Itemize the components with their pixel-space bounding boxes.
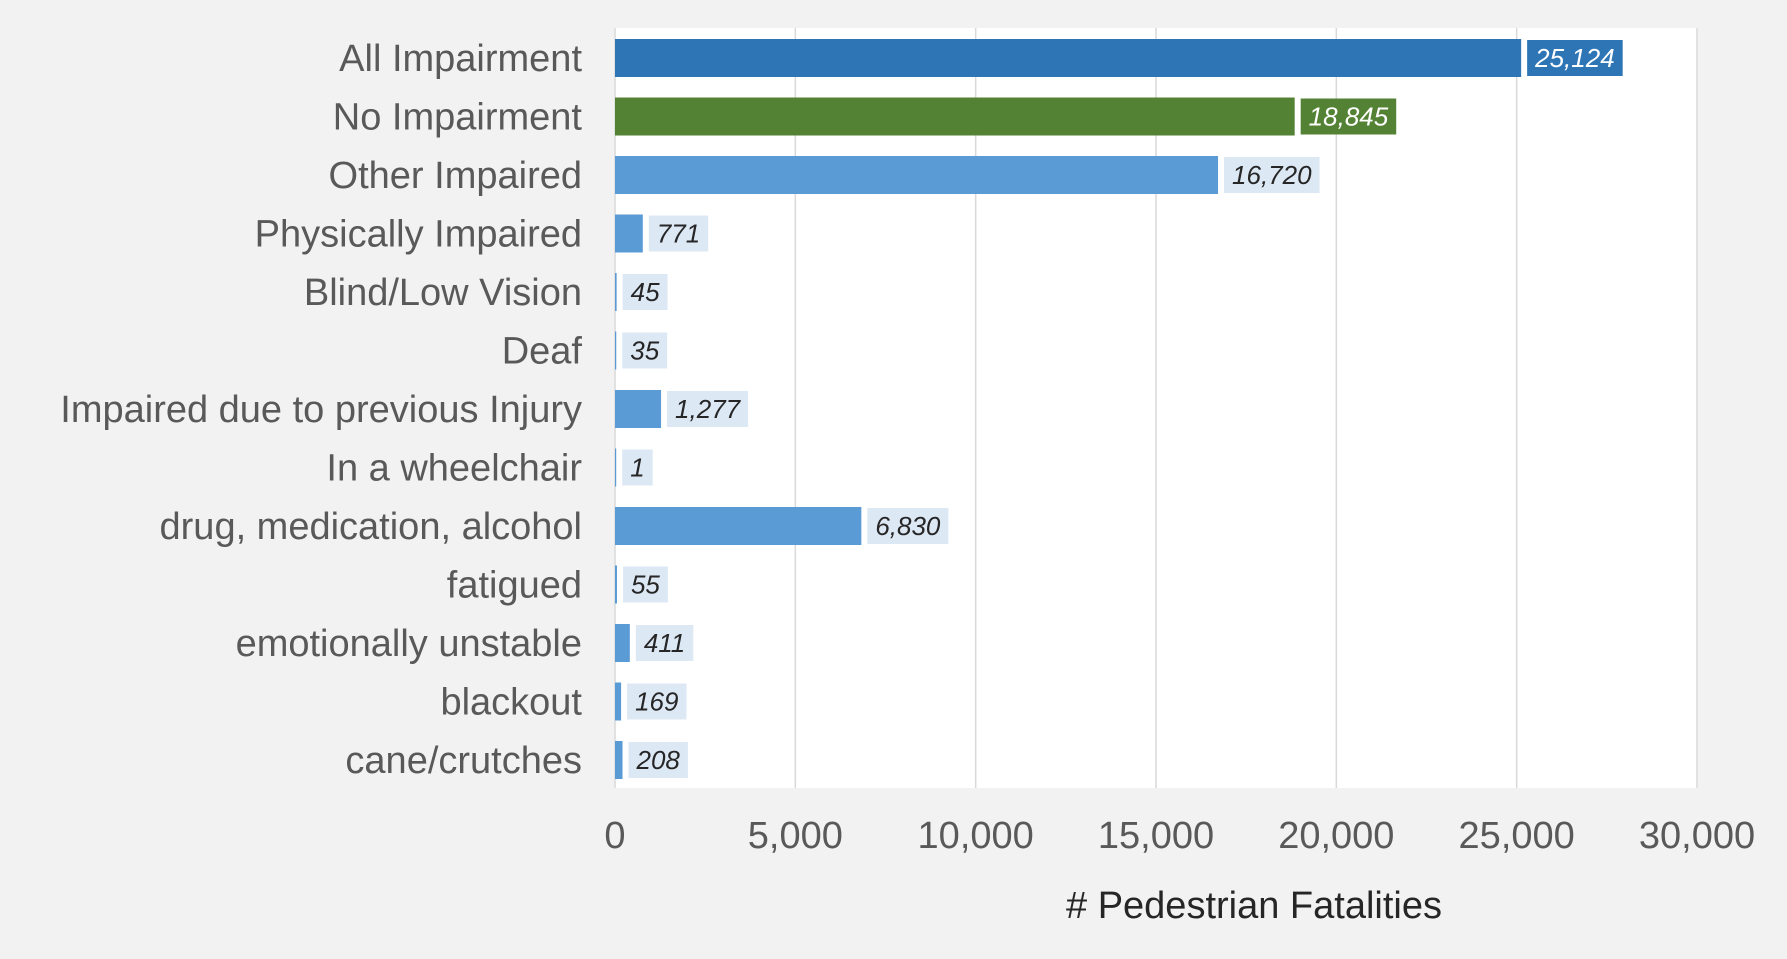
x-tick-label-0: 0 bbox=[604, 815, 625, 857]
data-label-box-blackout bbox=[627, 683, 687, 720]
data-label-box-no-impairment bbox=[1300, 98, 1397, 135]
data-label-cane-crutches: 208 bbox=[636, 745, 681, 775]
data-label-box-physically-impaired bbox=[648, 215, 709, 252]
category-label-deaf: Deaf bbox=[502, 331, 583, 373]
data-label-no-impairment: 18,845 bbox=[1309, 102, 1389, 132]
x-tick-label-1: 5,000 bbox=[748, 815, 843, 857]
data-label-fatigued: 55 bbox=[631, 570, 660, 600]
x-tick-labels: 0 5,000 10,000 15,000 20,000 25,000 30,000 bbox=[604, 815, 1755, 857]
data-labels: 25,124 18,845 16,720 771 45 35 1,277 1 6,830 55 41… bbox=[622, 40, 1623, 778]
bars bbox=[615, 39, 1522, 779]
data-label-other-impaired: 16,720 bbox=[1232, 160, 1312, 190]
data-label-box-fatigued bbox=[622, 566, 668, 603]
x-tick-label-3: 15,000 bbox=[1098, 815, 1214, 857]
x-axis-title: # Pedestrian Fatalities bbox=[1066, 885, 1442, 927]
category-label-physically-impaired: Physically Impaired bbox=[255, 214, 582, 256]
bar-in-a-wheelchair bbox=[615, 448, 617, 487]
category-label-cane-crutches: cane/crutches bbox=[345, 740, 582, 782]
data-label-blackout: 169 bbox=[635, 687, 678, 717]
x-tick-label-5: 25,000 bbox=[1459, 815, 1575, 857]
gridlines bbox=[614, 28, 1698, 788]
category-label-other-impaired: Other Impaired bbox=[329, 155, 582, 197]
data-label-box-drug-medication-alcohol bbox=[867, 508, 949, 544]
category-label-all-impairment: All Impairment bbox=[339, 38, 582, 80]
data-label-box-blind-low-vision bbox=[622, 274, 668, 310]
bar-cane-crutches bbox=[615, 741, 623, 779]
category-label-drug-medication-alcohol: drug, medication, alcohol bbox=[160, 506, 582, 548]
data-label-box-emotionally-unstable bbox=[635, 625, 694, 661]
bar-impaired-due-to-previous-injury bbox=[615, 390, 662, 428]
x-tick-label-4: 20,000 bbox=[1278, 815, 1394, 857]
category-labels: All Impairment No Impairment Other Impaire… bbox=[60, 38, 582, 782]
bar-physically-impaired bbox=[615, 214, 643, 253]
data-label-impaired-due-to-previous-injury: 1,277 bbox=[675, 394, 742, 424]
bar-blind-low-vision bbox=[615, 273, 617, 311]
data-label-box-all-impairment bbox=[1527, 40, 1623, 76]
data-label-in-a-wheelchair: 1 bbox=[630, 453, 644, 483]
category-label-emotionally-unstable: emotionally unstable bbox=[236, 623, 582, 665]
data-label-deaf: 35 bbox=[630, 336, 659, 366]
category-label-no-impairment: No Impairment bbox=[333, 97, 583, 139]
bar-emotionally-unstable bbox=[615, 624, 630, 662]
bar-fatigued bbox=[615, 565, 617, 604]
data-label-box-deaf bbox=[622, 332, 668, 369]
data-label-all-impairment: 25,124 bbox=[1534, 43, 1615, 73]
data-label-emotionally-unstable: 411 bbox=[644, 628, 685, 658]
category-label-impaired-due-to-previous-injury: Impaired due to previous Injury bbox=[60, 389, 582, 431]
bar-no-impairment bbox=[615, 97, 1295, 136]
data-label-box-cane-crutches bbox=[628, 742, 688, 778]
data-label-box-in-a-wheelchair bbox=[622, 449, 653, 486]
data-label-box-other-impaired bbox=[1224, 157, 1320, 193]
category-label-in-a-wheelchair: In a wheelchair bbox=[326, 448, 582, 490]
data-label-physically-impaired: 771 bbox=[657, 219, 700, 249]
x-tick-label-2: 10,000 bbox=[918, 815, 1034, 857]
data-label-drug-medication-alcohol: 6,830 bbox=[875, 511, 941, 541]
category-label-fatigued: fatigued bbox=[447, 565, 582, 607]
bar-other-impaired bbox=[615, 156, 1219, 194]
x-tick-label-6: 30,000 bbox=[1639, 815, 1755, 857]
bar-all-impairment bbox=[615, 39, 1522, 77]
bar-deaf bbox=[615, 331, 617, 370]
category-label-blackout: blackout bbox=[440, 682, 582, 724]
data-label-blind-low-vision: 45 bbox=[631, 277, 660, 307]
bar-blackout bbox=[615, 682, 622, 721]
data-label-box-impaired-due-to-previous-injury bbox=[667, 391, 749, 427]
bar-drug-medication-alcohol bbox=[615, 507, 862, 545]
category-label-blind-low-vision: Blind/Low Vision bbox=[304, 272, 582, 314]
